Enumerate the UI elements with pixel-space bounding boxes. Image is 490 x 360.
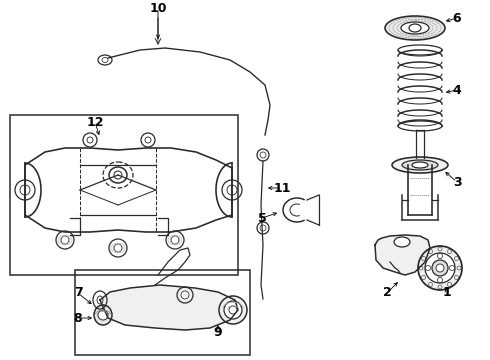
Ellipse shape bbox=[409, 24, 421, 32]
Text: 12: 12 bbox=[86, 116, 104, 129]
Text: 7: 7 bbox=[74, 287, 82, 300]
Text: 8: 8 bbox=[74, 311, 82, 324]
Text: 2: 2 bbox=[383, 287, 392, 300]
Ellipse shape bbox=[436, 264, 444, 272]
Ellipse shape bbox=[425, 253, 455, 283]
Ellipse shape bbox=[394, 237, 410, 247]
Ellipse shape bbox=[425, 266, 431, 270]
Ellipse shape bbox=[449, 266, 455, 270]
Ellipse shape bbox=[438, 253, 442, 258]
Text: 6: 6 bbox=[453, 12, 461, 24]
Bar bbox=[75, 270, 250, 355]
Ellipse shape bbox=[418, 246, 462, 290]
Ellipse shape bbox=[224, 301, 242, 319]
Ellipse shape bbox=[438, 278, 442, 283]
Text: 4: 4 bbox=[453, 84, 462, 96]
Ellipse shape bbox=[219, 296, 247, 324]
Ellipse shape bbox=[392, 157, 448, 173]
Text: 5: 5 bbox=[258, 211, 267, 225]
Text: 9: 9 bbox=[214, 327, 222, 339]
Ellipse shape bbox=[432, 260, 448, 276]
Ellipse shape bbox=[94, 305, 112, 325]
Text: 10: 10 bbox=[149, 1, 167, 14]
Text: 1: 1 bbox=[442, 287, 451, 300]
Text: 3: 3 bbox=[453, 175, 461, 189]
Ellipse shape bbox=[401, 22, 429, 34]
Text: 11: 11 bbox=[273, 181, 291, 194]
Ellipse shape bbox=[402, 160, 438, 170]
Polygon shape bbox=[100, 285, 238, 330]
Ellipse shape bbox=[385, 16, 445, 40]
Ellipse shape bbox=[412, 162, 428, 168]
Polygon shape bbox=[375, 235, 430, 275]
Ellipse shape bbox=[98, 310, 108, 320]
Bar bbox=[10, 115, 238, 275]
